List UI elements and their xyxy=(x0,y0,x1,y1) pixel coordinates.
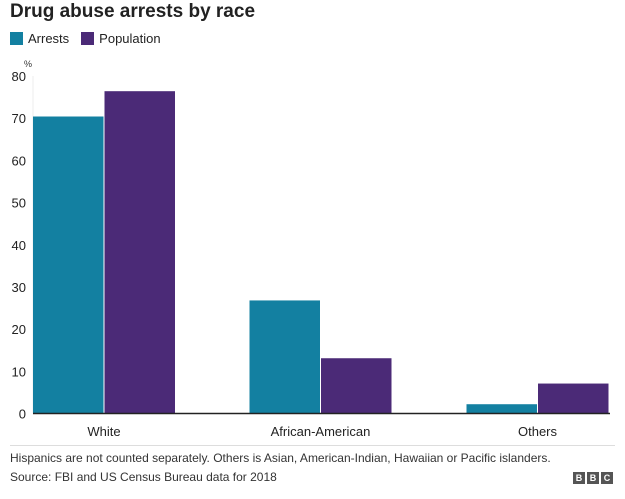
logo-letter: C xyxy=(601,472,613,484)
bar-population-others xyxy=(538,383,609,414)
legend-item-population: Population xyxy=(81,31,161,46)
x-tick-label: African-American xyxy=(271,424,371,439)
legend: Arrests Population xyxy=(10,31,173,46)
bar-arrests-african-american xyxy=(249,300,320,414)
bar-population-african-american xyxy=(321,358,392,414)
legend-item-arrests: Arrests xyxy=(10,31,69,46)
bar-arrests-white xyxy=(33,116,104,414)
plot-area: % 0 10 20 30 40 50 60 70 80 White African-American O… xyxy=(12,59,610,439)
x-tick-label: White xyxy=(87,424,120,439)
logo-letter: B xyxy=(587,472,599,484)
divider xyxy=(10,445,615,446)
legend-swatch-population xyxy=(81,32,95,45)
y-tick-label: 80 xyxy=(12,69,26,84)
y-tick-label: 60 xyxy=(12,153,26,168)
footnote: Hispanics are not counted separately. Ot… xyxy=(10,451,551,465)
y-tick-label: 20 xyxy=(12,322,26,337)
source-text: Source: FBI and US Census Bureau data fo… xyxy=(10,470,277,484)
y-tick-label: 50 xyxy=(12,196,26,211)
y-tick-label: 10 xyxy=(12,364,26,379)
chart-title: Drug abuse arrests by race xyxy=(10,1,256,22)
logo-letter: B xyxy=(573,472,585,484)
legend-swatch-arrests xyxy=(10,32,23,45)
legend-label: Population xyxy=(99,31,161,46)
y-tick-label: 40 xyxy=(12,238,26,253)
x-tick-label: Others xyxy=(518,424,558,439)
y-tick-label: 70 xyxy=(12,111,26,126)
bar-arrests-others xyxy=(466,404,537,414)
y-tick-label: 0 xyxy=(19,407,26,422)
bar-population-white xyxy=(104,91,175,414)
y-tick-label: 30 xyxy=(12,280,26,295)
bbc-logo: B B C xyxy=(573,472,613,484)
y-axis-unit: % xyxy=(24,59,32,69)
legend-label: Arrests xyxy=(28,31,70,46)
